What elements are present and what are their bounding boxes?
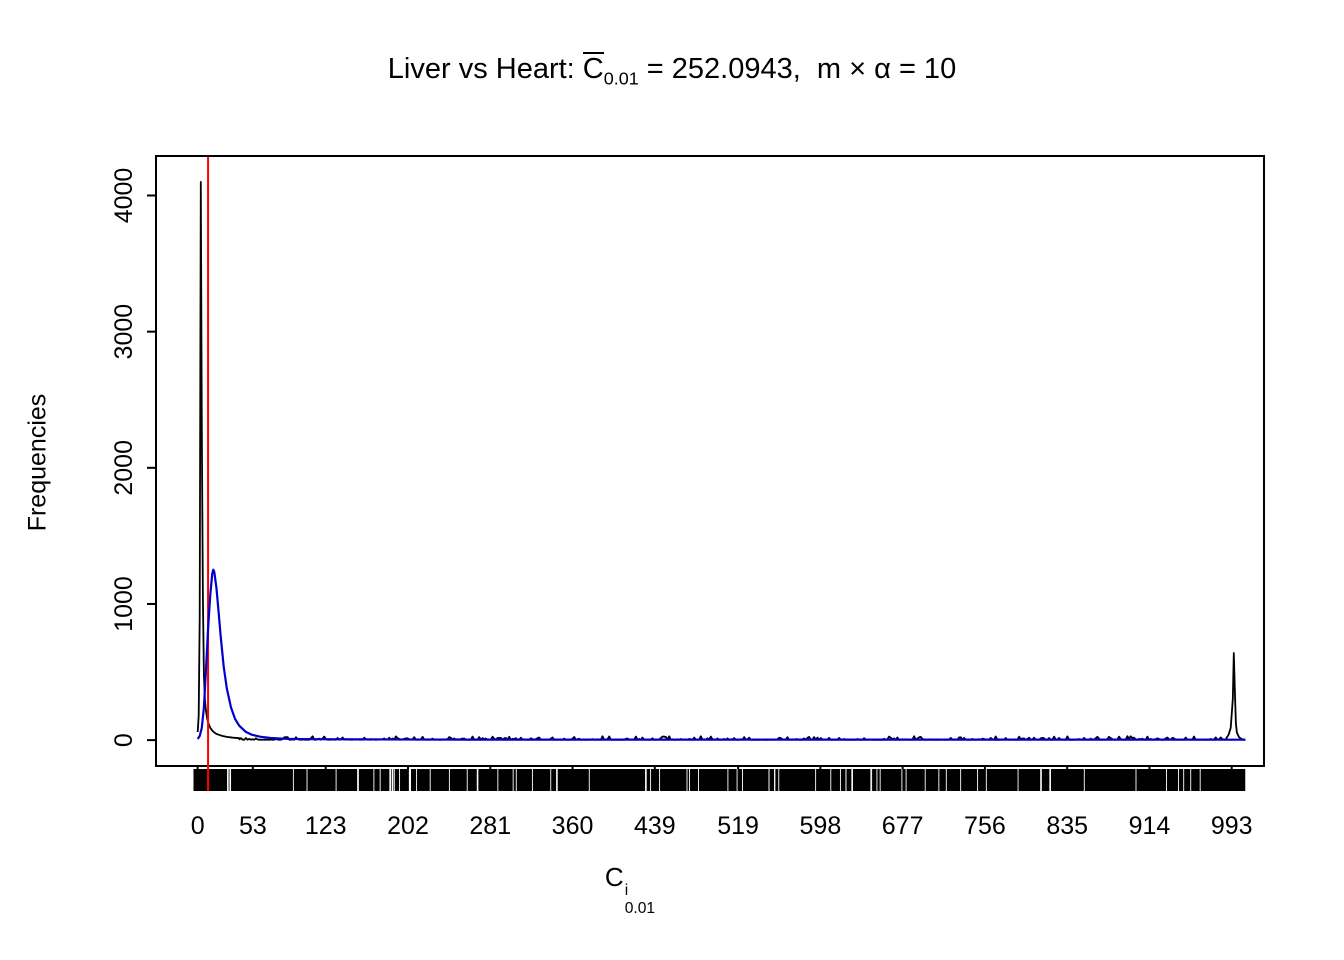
c-bar-symbol: C: [582, 52, 604, 85]
rug-ticks: [193, 769, 1246, 791]
x-tick-label: 756: [964, 812, 1006, 840]
x-tick-label: 123: [305, 812, 347, 840]
x-tick-label: 439: [634, 812, 676, 840]
x-tick-label: 598: [800, 812, 842, 840]
chart-title: Liver vs Heart: C0.01 = 252.0943, m × α …: [0, 52, 1344, 89]
x-tick-label: 53: [239, 812, 267, 840]
x-tick-label: 281: [469, 812, 511, 840]
x-tick-label: 835: [1046, 812, 1088, 840]
y-tick-label: 2000: [110, 440, 138, 496]
x-tick-label: 202: [387, 812, 429, 840]
x-label-superscript: i: [624, 881, 629, 899]
density-series: [196, 568, 1246, 741]
x-label-subscript: 0.01: [624, 899, 656, 917]
x-tick-label: 914: [1129, 812, 1171, 840]
y-tick-label: 1000: [110, 576, 138, 632]
chart-title-rest: = 252.0943, m × α = 10: [638, 53, 957, 85]
y-axis-label: Frequencies: [23, 393, 52, 532]
x-tick-label: 0: [191, 812, 205, 840]
y-tick-label: 3000: [110, 304, 138, 360]
x-label-scripts: i 0.01: [625, 882, 655, 918]
y-tick-label: 0: [110, 733, 138, 747]
plot-box: [155, 155, 1265, 767]
x-tick-label: 360: [552, 812, 594, 840]
x-tick-label: 677: [882, 812, 924, 840]
x-label-base: C: [604, 862, 624, 892]
x-tick-label: 519: [717, 812, 759, 840]
histogram-series: [196, 181, 1246, 741]
c-bar-subscript: 0.01: [603, 68, 639, 89]
chart-title-prefix: Liver vs Heart:: [387, 53, 583, 85]
y-tick-label: 4000: [110, 168, 138, 224]
x-tick-label: 993: [1211, 812, 1253, 840]
